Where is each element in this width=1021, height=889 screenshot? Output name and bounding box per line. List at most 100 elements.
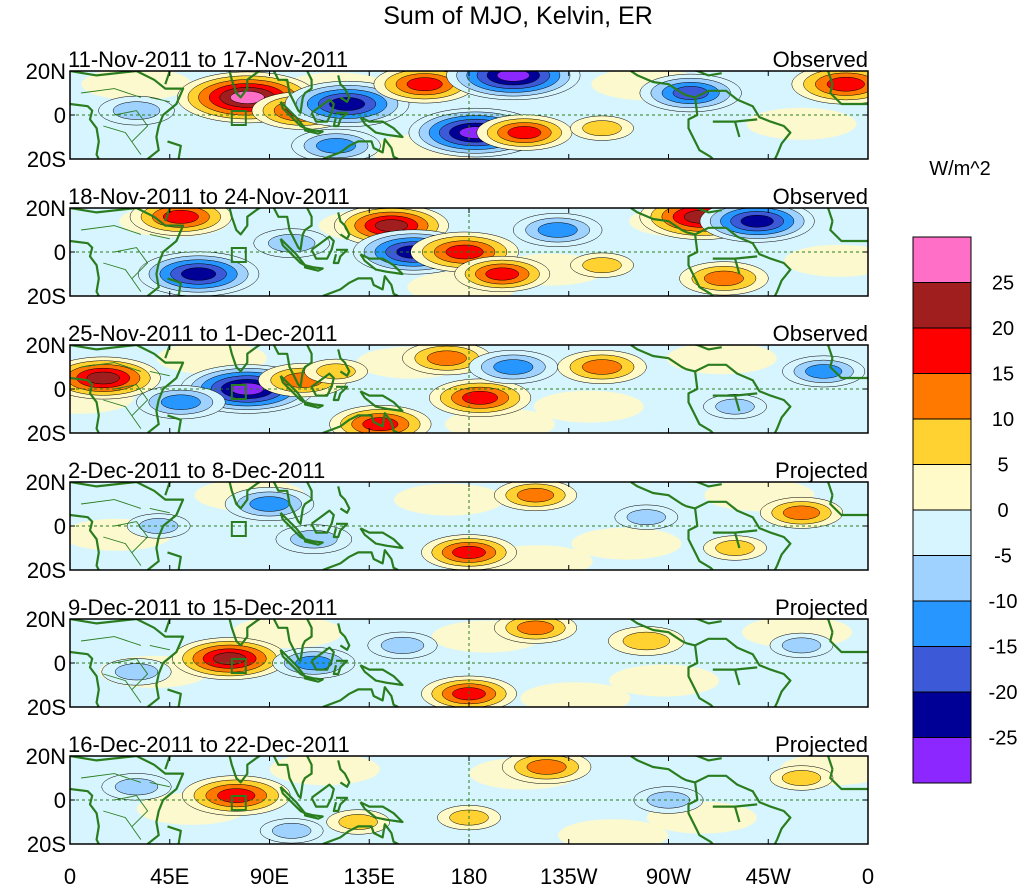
coastline — [337, 349, 351, 377]
index-region-box — [230, 384, 247, 400]
lon-tick-label: 135W — [540, 864, 598, 889]
anomaly-contour — [526, 759, 567, 775]
panel-status-label: Projected — [775, 458, 868, 483]
country-border — [149, 781, 170, 788]
lat-tick-label: 20S — [27, 832, 66, 857]
panel-status-label: Projected — [775, 595, 868, 620]
anomaly-contour — [516, 620, 555, 635]
coastline — [227, 756, 262, 784]
map-panel: 20N 0 20S 2-Dec-2011 to 8-Dec-2011 Projected — [26, 458, 869, 583]
country-border — [103, 673, 142, 703]
panel-status-label: Observed — [773, 184, 868, 209]
lat-tick-label: 20N — [26, 333, 66, 358]
coastline — [630, 345, 696, 373]
coastline — [322, 275, 399, 296]
lon-tick-label: 0 — [64, 864, 76, 889]
anomaly-blob — [746, 107, 857, 140]
coastline — [303, 127, 324, 135]
country-border — [103, 810, 142, 840]
coastline — [167, 277, 182, 296]
coastline — [310, 372, 335, 397]
coastline — [733, 806, 741, 823]
anomaly-contour — [582, 120, 622, 137]
anomaly-contour — [462, 390, 499, 405]
coastline — [303, 538, 324, 546]
coastline — [279, 238, 307, 267]
panel-status-label: Projected — [775, 732, 868, 757]
colorbar-label: 5 — [997, 455, 1008, 477]
anomaly-contour — [715, 398, 755, 415]
colorbar-swatch — [912, 282, 972, 329]
coastline — [692, 619, 722, 625]
country-border — [149, 233, 170, 240]
coastline — [227, 482, 262, 510]
coastline — [337, 486, 351, 514]
coastline — [359, 801, 404, 824]
coastline — [167, 140, 182, 159]
coastline — [692, 345, 722, 351]
panel-period-label: 25-Nov-2011 to 1-Dec-2011 — [68, 321, 337, 346]
anomaly-contour — [740, 214, 774, 228]
colorbar-label: 15 — [992, 364, 1014, 386]
figure-title: Sum of MJO, Kelvin, ER — [383, 2, 653, 30]
coastline — [322, 412, 399, 433]
anomaly-contour — [445, 244, 484, 260]
coastline — [692, 482, 722, 488]
anomaly-contour — [782, 505, 821, 520]
coastline — [687, 508, 714, 570]
country-border — [114, 795, 149, 827]
coastline — [167, 551, 182, 570]
coastline — [630, 482, 696, 510]
colorbar-swatch — [912, 737, 972, 784]
country-border — [81, 88, 142, 98]
colorbar-label: -5 — [994, 546, 1012, 568]
coastline — [272, 71, 313, 114]
lon-tick-label: 180 — [451, 864, 488, 889]
panel-period-label: 11-Nov-2011 to 17-Nov-2011 — [68, 47, 348, 72]
coastline — [332, 659, 349, 676]
panel-status-label: Observed — [773, 47, 868, 72]
coastline — [164, 208, 171, 222]
country-border — [81, 773, 142, 783]
coastline — [694, 363, 792, 433]
coastline — [630, 756, 696, 784]
coastline — [279, 649, 307, 678]
country-border — [149, 96, 170, 103]
colorbar-swatch — [912, 600, 972, 647]
lat-tick-label: 20N — [26, 607, 66, 632]
anomaly-contour — [114, 778, 159, 796]
coastline — [630, 208, 696, 236]
colorbar-label: -10 — [989, 591, 1018, 613]
country-border — [103, 399, 142, 429]
coastline — [303, 401, 324, 409]
map-panel: 20N 0 20S 11-Nov-2011 to 17-Nov-2011 Observe… — [26, 47, 869, 172]
country-border — [114, 110, 149, 142]
anomaly-contour — [249, 496, 290, 512]
coastline — [733, 395, 741, 412]
anomaly-contour — [162, 209, 199, 224]
coastline — [694, 637, 792, 707]
anomaly-blob — [571, 527, 682, 560]
anomaly-blob — [533, 390, 644, 423]
country-border — [81, 499, 142, 509]
lat-tick-label: 20S — [27, 558, 66, 583]
colorbar-label: -20 — [989, 682, 1018, 704]
anomaly-contour — [452, 545, 486, 559]
colorbar-label: 10 — [992, 409, 1014, 431]
lat-tick-label: 20S — [27, 147, 66, 172]
coastline — [337, 75, 351, 103]
colorbar-swatch — [912, 646, 972, 693]
coastline — [164, 756, 171, 770]
country-border — [103, 125, 142, 155]
coastline — [827, 756, 834, 770]
coastline — [359, 527, 404, 550]
coastline — [70, 650, 100, 707]
coastline — [70, 376, 100, 433]
map-panel: 20N 0 20S 9-Dec-2011 to 15-Dec-2011 Projecte… — [26, 595, 869, 720]
coastline — [827, 619, 834, 633]
colorbar-swatch — [912, 555, 972, 602]
coastline — [322, 823, 399, 844]
country-border — [81, 362, 142, 372]
colorbar-label: 25 — [992, 273, 1014, 295]
anomaly-contour — [715, 540, 755, 556]
